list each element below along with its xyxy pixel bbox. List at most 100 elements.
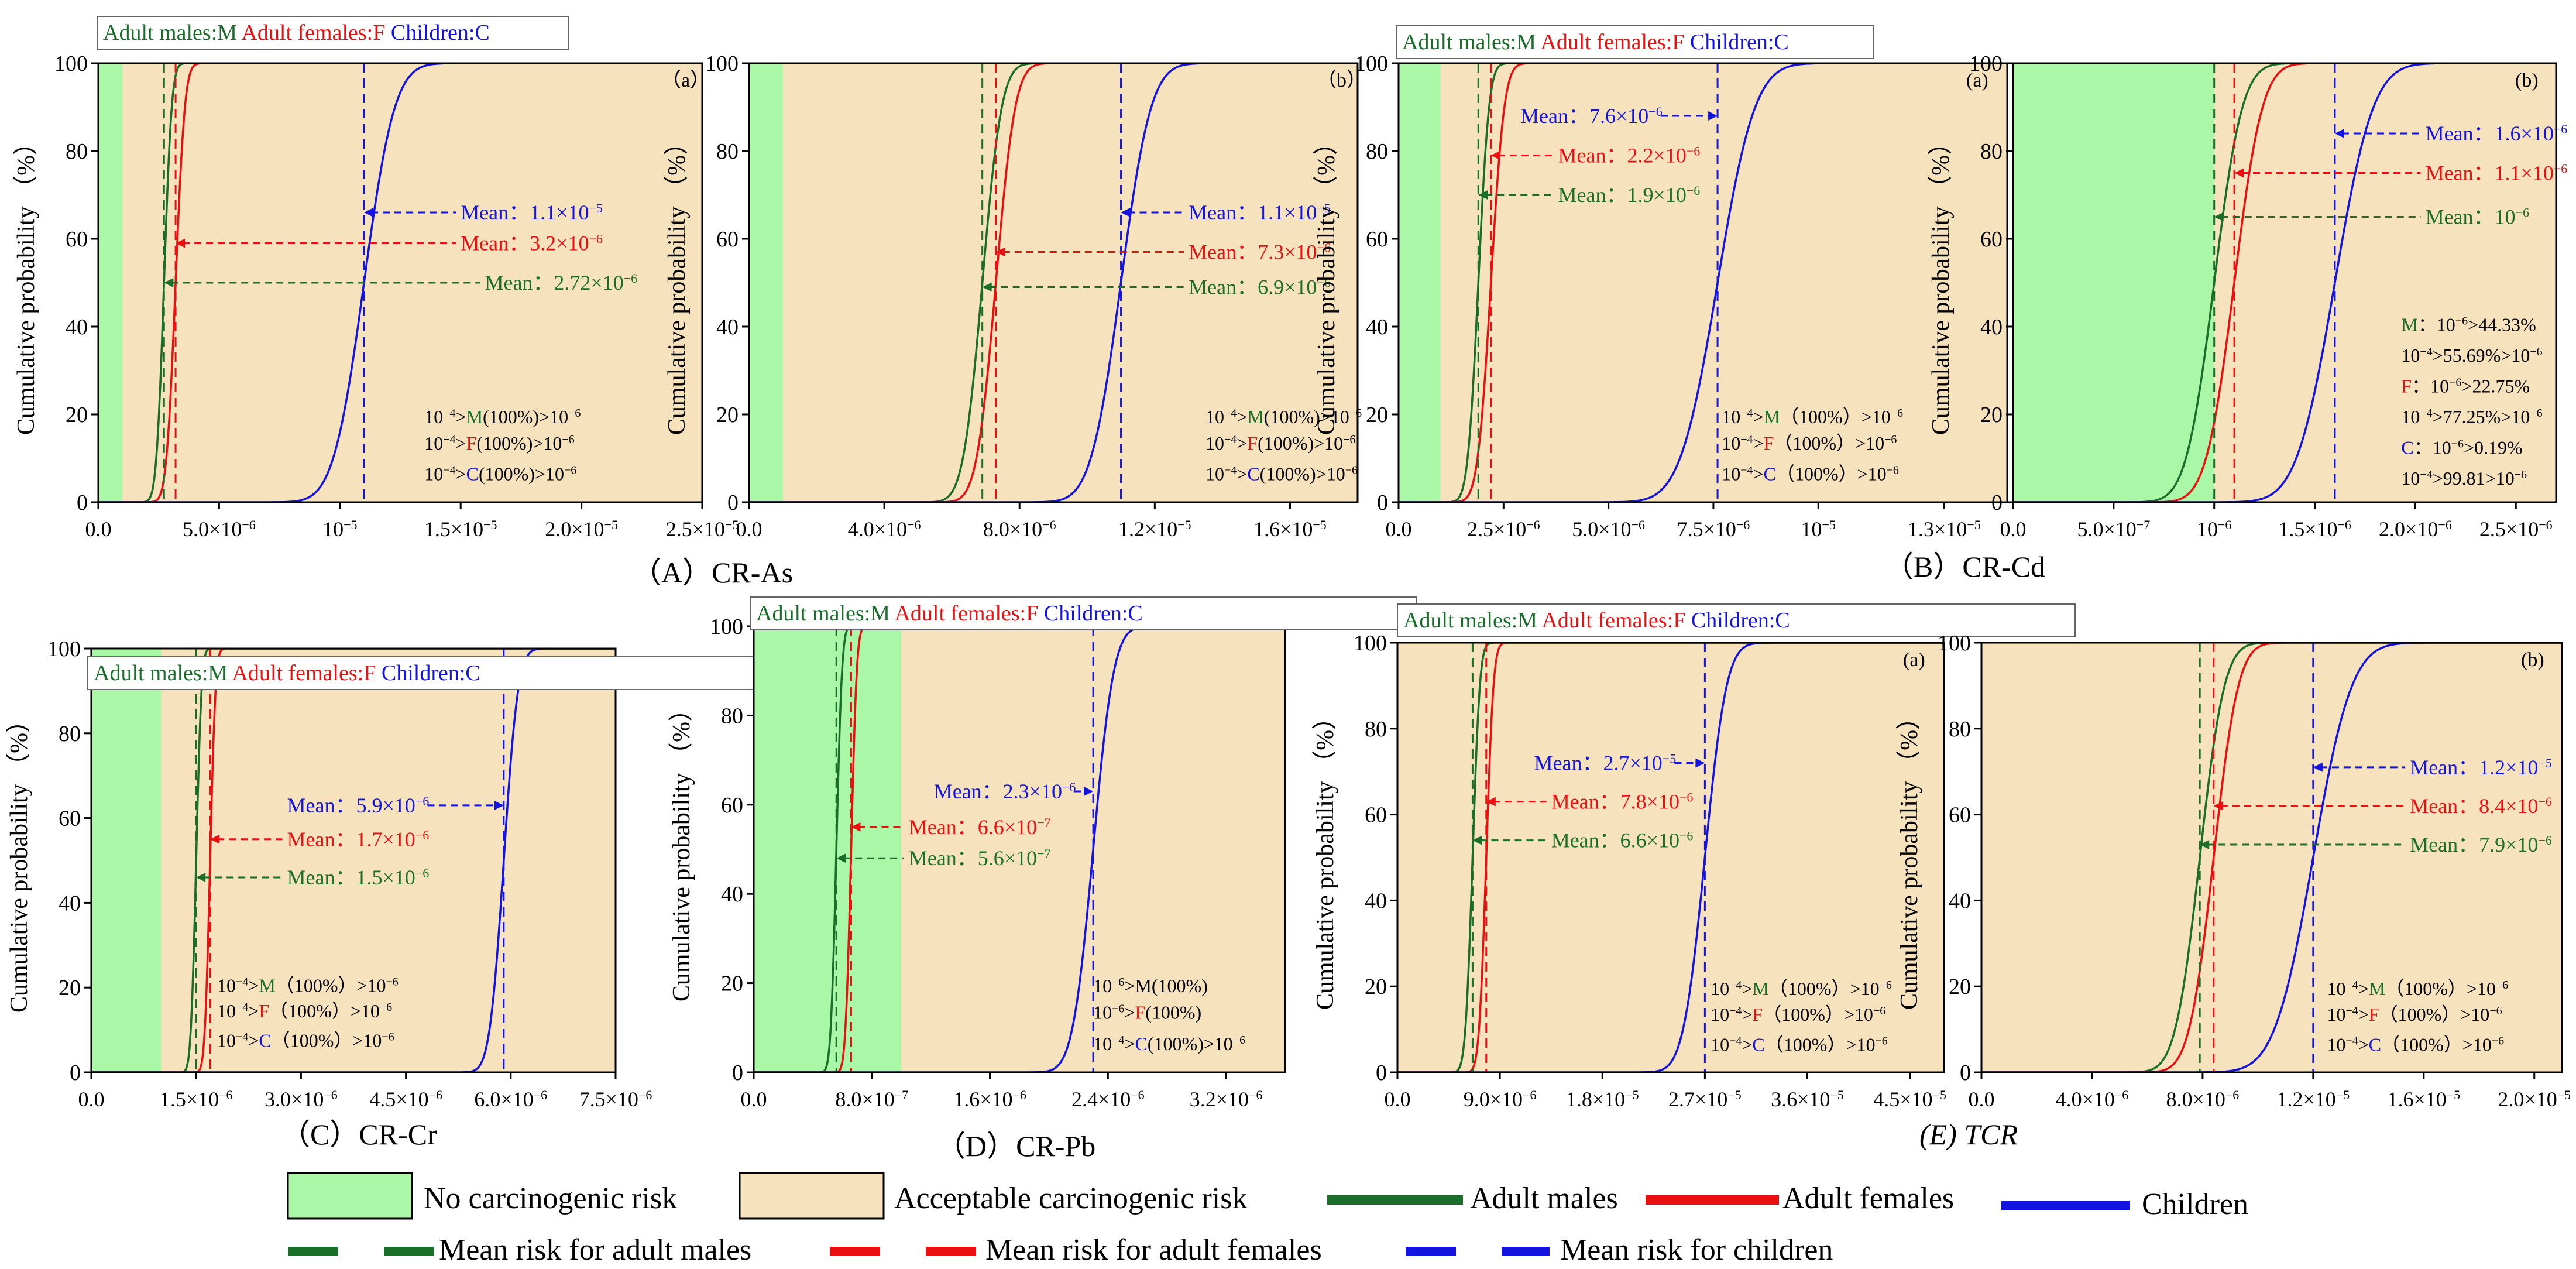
mean-arrowhead-child xyxy=(364,208,374,217)
risk-note-part: > xyxy=(456,406,466,427)
mean-label-male-part: −6 xyxy=(2516,205,2529,219)
y-tick-label: 20 xyxy=(66,403,88,427)
mean-label-male: Mean：6.9×10−6 xyxy=(1189,275,1331,299)
y-axis-label: Cumulative probability （%） xyxy=(1313,131,1340,435)
x-tick-label-part: −6 xyxy=(2438,517,2451,532)
risk-note-part: 10 xyxy=(1205,464,1224,485)
y-tick-label: 80 xyxy=(1366,139,1388,164)
risk-note-part: −4 xyxy=(443,433,455,446)
y-axis-label: Cumulative probability （%） xyxy=(1312,705,1339,1010)
risk-note: 10−4>C（100%）>10−6 xyxy=(2327,1034,2504,1055)
x-tick-label-part: 0.0 xyxy=(741,1088,767,1111)
x-tick-label-part: 4.5×10 xyxy=(369,1088,428,1111)
x-tick-label-part: 10 xyxy=(1801,517,1822,541)
x-tick-label-part: −6 xyxy=(1013,1088,1026,1102)
risk-note-part: C xyxy=(1752,1034,1764,1055)
series-legend-text: Adult males:M Adult females:F Children:C xyxy=(1403,608,1790,633)
cdf-curve-female xyxy=(754,626,1285,1072)
risk-note-part: −6 xyxy=(2455,315,2468,328)
risk-note-part: （100%）>10 xyxy=(1774,433,1884,454)
risk-note-part: 10 xyxy=(1722,464,1740,485)
series-legend-part: Adult females:F xyxy=(241,20,390,45)
y-tick-label: 20 xyxy=(59,976,81,1000)
x-tick-label: 7.5×10−6 xyxy=(579,1088,652,1112)
x-tick-label-part: 1.6×10 xyxy=(2387,1088,2446,1111)
axes-frame xyxy=(2012,62,2557,503)
x-tick-label-part: 1.5×10 xyxy=(424,517,483,541)
y-tick-label: 20 xyxy=(1366,403,1388,427)
x-tick-label: 10−6 xyxy=(2197,517,2231,541)
y-tick-label: 0 xyxy=(1960,1061,1971,1085)
x-tick-label-part: −6 xyxy=(2539,517,2552,532)
x-tick-label-part: 2.5×10 xyxy=(1467,517,1526,541)
x-tick-label-part: 2.0×10 xyxy=(2498,1088,2557,1111)
x-tick-label-part: 0.0 xyxy=(1969,1088,1995,1111)
risk-note: 10−4>M（100%）>10−6 xyxy=(1722,406,1903,427)
x-tick-label-part: 0.0 xyxy=(1386,517,1412,541)
mean-label-female-part: −6 xyxy=(1317,240,1330,255)
x-tick-label-part: 4.5×10 xyxy=(1873,1088,1932,1111)
risk-note-part: (100%)>10 xyxy=(479,464,564,485)
series-legend-text: Adult males:M Adult females:F Children:C xyxy=(103,20,490,45)
risk-note-part: −6 xyxy=(380,1001,392,1014)
y-axis-label: Cumulative probability （%） xyxy=(1896,705,1923,1010)
risk-note: 10−6>F(100%) xyxy=(1093,1002,1201,1023)
x-tick-label: 1.6×10−6 xyxy=(953,1088,1026,1112)
mean-label-male-part: −6 xyxy=(2538,832,2551,847)
x-tick-label-part: 0.0 xyxy=(1385,1088,1411,1111)
axes-frame xyxy=(1397,62,2008,503)
x-tick-label: 0.0 xyxy=(85,517,112,541)
x-tick-label: 8.0×10−6 xyxy=(983,517,1056,541)
risk-note-part: F xyxy=(2369,1004,2379,1025)
mean-arrowhead-male xyxy=(2200,839,2210,849)
risk-note-part: −4 xyxy=(2420,345,2432,358)
x-tick-label-part: −5 xyxy=(604,517,618,532)
mean-arrowhead-male xyxy=(982,282,992,292)
y-tick-label: 60 xyxy=(1365,803,1387,828)
series-legend-text: Adult males:M Adult females:F Children:C xyxy=(1402,30,1789,54)
cdf-curve-child xyxy=(91,649,616,1072)
panel-label: (a) xyxy=(1903,649,1925,671)
x-tick-label-part: 1.6×10 xyxy=(953,1088,1012,1111)
risk-note-part: > xyxy=(1753,464,1764,485)
risk-note-part: M xyxy=(1752,978,1768,999)
y-tick-label: 80 xyxy=(716,139,739,164)
risk-note-part: −6 xyxy=(2492,1034,2504,1047)
mean-label-male: Mean：1.9×10−6 xyxy=(1558,183,1701,207)
y-tick-label: 40 xyxy=(1949,889,1971,913)
x-tick-label-part: −6 xyxy=(1131,1088,1144,1102)
risk-note-part: (100%)>10 xyxy=(1258,433,1343,454)
series-legend-box xyxy=(1396,25,1874,59)
mean-label-female-part: Mean：3.2×10 xyxy=(461,232,589,255)
mean-label-female: Mean：1.1×10−6 xyxy=(2426,161,2568,185)
mean-label-child-part: Mean：1.1×10 xyxy=(461,201,589,224)
mean-label-child-part: −6 xyxy=(1062,779,1076,794)
risk-note-part: （100%）>10 xyxy=(2381,1034,2492,1055)
risk-note-part: F xyxy=(1135,1002,1145,1023)
x-tick-label: 5.0×10−7 xyxy=(2077,517,2150,541)
risk-note: 10−4>M（100%）>10−6 xyxy=(1711,978,1892,999)
mean-label-male-part: Mean：1.9×10 xyxy=(1558,183,1687,207)
risk-note: 10−4>F(100%)>10−6 xyxy=(1205,433,1355,454)
chart-C: Mean：1.5×10−6Mean：1.7×10−6Mean：5.9×10−61… xyxy=(6,637,754,1111)
risk-note-part: F xyxy=(1752,1004,1763,1025)
risk-note-part: −6 xyxy=(1345,464,1358,477)
mean-label-child-part: Mean：1.6×10 xyxy=(2426,122,2554,145)
risk-note-part: −6 xyxy=(568,407,581,420)
mean-label-child: Mean：2.7×10−5 xyxy=(1534,751,1677,775)
mean-label-male: Mean：7.9×10−6 xyxy=(2410,832,2552,856)
mean-arrowhead-female xyxy=(176,238,186,248)
risk-note-part: >77.25%>10 xyxy=(2433,406,2530,427)
mean-label-male-part: −6 xyxy=(1317,275,1330,290)
risk-note-part: 10 xyxy=(2401,468,2420,489)
x-tick-label-part: 10 xyxy=(2197,517,2218,541)
x-tick-label: 4.5×10−5 xyxy=(1873,1088,1946,1112)
risk-note-part: −6 xyxy=(2489,1004,2502,1017)
mean-label-male-part: Mean：6.9×10 xyxy=(1189,276,1317,299)
cdf-curve-child xyxy=(749,63,1358,502)
y-axis-label: Cumulative probability （%） xyxy=(664,131,691,435)
mean-label-child-part: Mean：2.7×10 xyxy=(1534,752,1663,775)
mean-arrowhead-child xyxy=(1084,786,1094,796)
mean-label-female: Mean：2.2×10−6 xyxy=(1558,143,1701,167)
x-tick-label-part: 0.0 xyxy=(78,1088,105,1111)
